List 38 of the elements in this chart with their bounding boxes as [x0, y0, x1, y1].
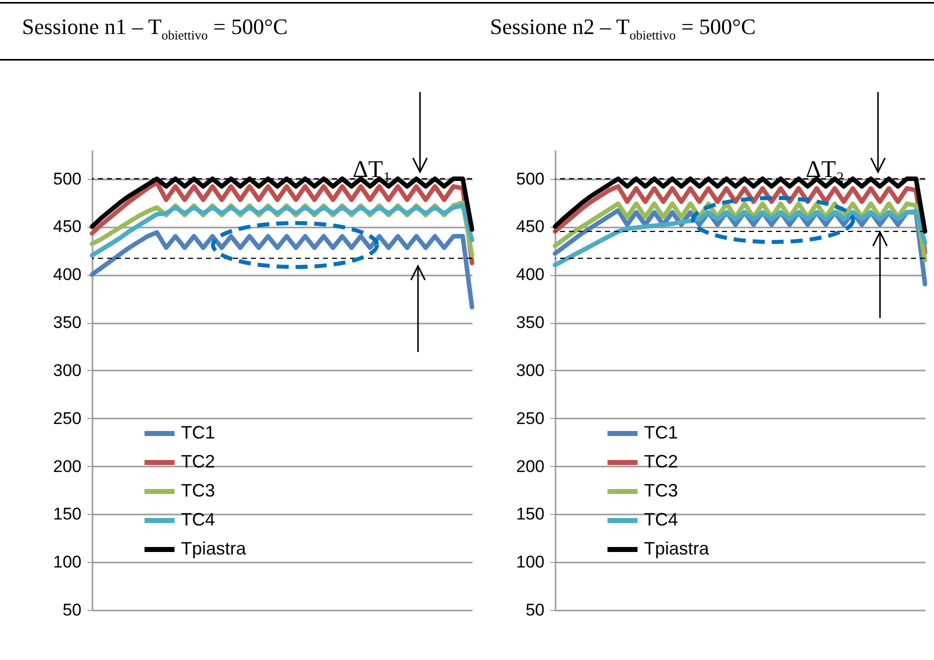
y-tick-label: 100 [53, 552, 82, 572]
y-tick-label: 250 [53, 408, 82, 428]
y-tick-label: 250 [516, 408, 544, 428]
legend-label: TC4 [181, 510, 216, 530]
legend-label: TC4 [644, 510, 678, 530]
y-tick-label: 50 [62, 600, 82, 620]
y-tick-label: 300 [516, 360, 544, 380]
line-series [90, 230, 474, 310]
y-tick-label: 100 [516, 552, 544, 572]
legend-label: TC3 [181, 480, 216, 500]
y-tick-label: 400 [53, 265, 82, 284]
line-series [90, 180, 474, 266]
legend-label: TC2 [181, 452, 216, 472]
y-tick-label: 350 [516, 313, 544, 332]
y-tick-label: 500 [516, 169, 544, 188]
legend-label: Tpiastra [644, 538, 710, 558]
y-tick-label: 150 [516, 504, 544, 524]
y-tick-label: 450 [53, 217, 82, 236]
chart-title: Sessione n2 – T$_{obiettivo}$ = 500°C [490, 14, 756, 44]
y-tick-label: 350 [53, 313, 82, 332]
legend-label: TC2 [644, 452, 678, 472]
annotation: ΔT₂ [806, 157, 844, 183]
legend-label: Tpiastra [181, 538, 248, 558]
y-tick-label: 200 [516, 456, 544, 476]
y-tick-label: 450 [516, 217, 544, 236]
line-series [552, 184, 928, 255]
legend-label: TC1 [644, 422, 678, 442]
y-tick-label: 300 [53, 360, 82, 380]
chart-title: Sessione n1 – T$_{obiettivo}$ = 500°C [22, 14, 288, 44]
y-tick-label: 200 [53, 456, 82, 476]
legend-label: TC1 [181, 422, 216, 442]
line-series [552, 209, 928, 268]
annotation: ΔT₁ [352, 157, 392, 183]
y-tick-label: 500 [53, 169, 82, 188]
y-tick-label: 50 [526, 600, 544, 620]
y-tick-label: 400 [516, 265, 544, 284]
y-tick-label: 150 [53, 504, 82, 524]
legend-label: TC3 [644, 480, 678, 500]
